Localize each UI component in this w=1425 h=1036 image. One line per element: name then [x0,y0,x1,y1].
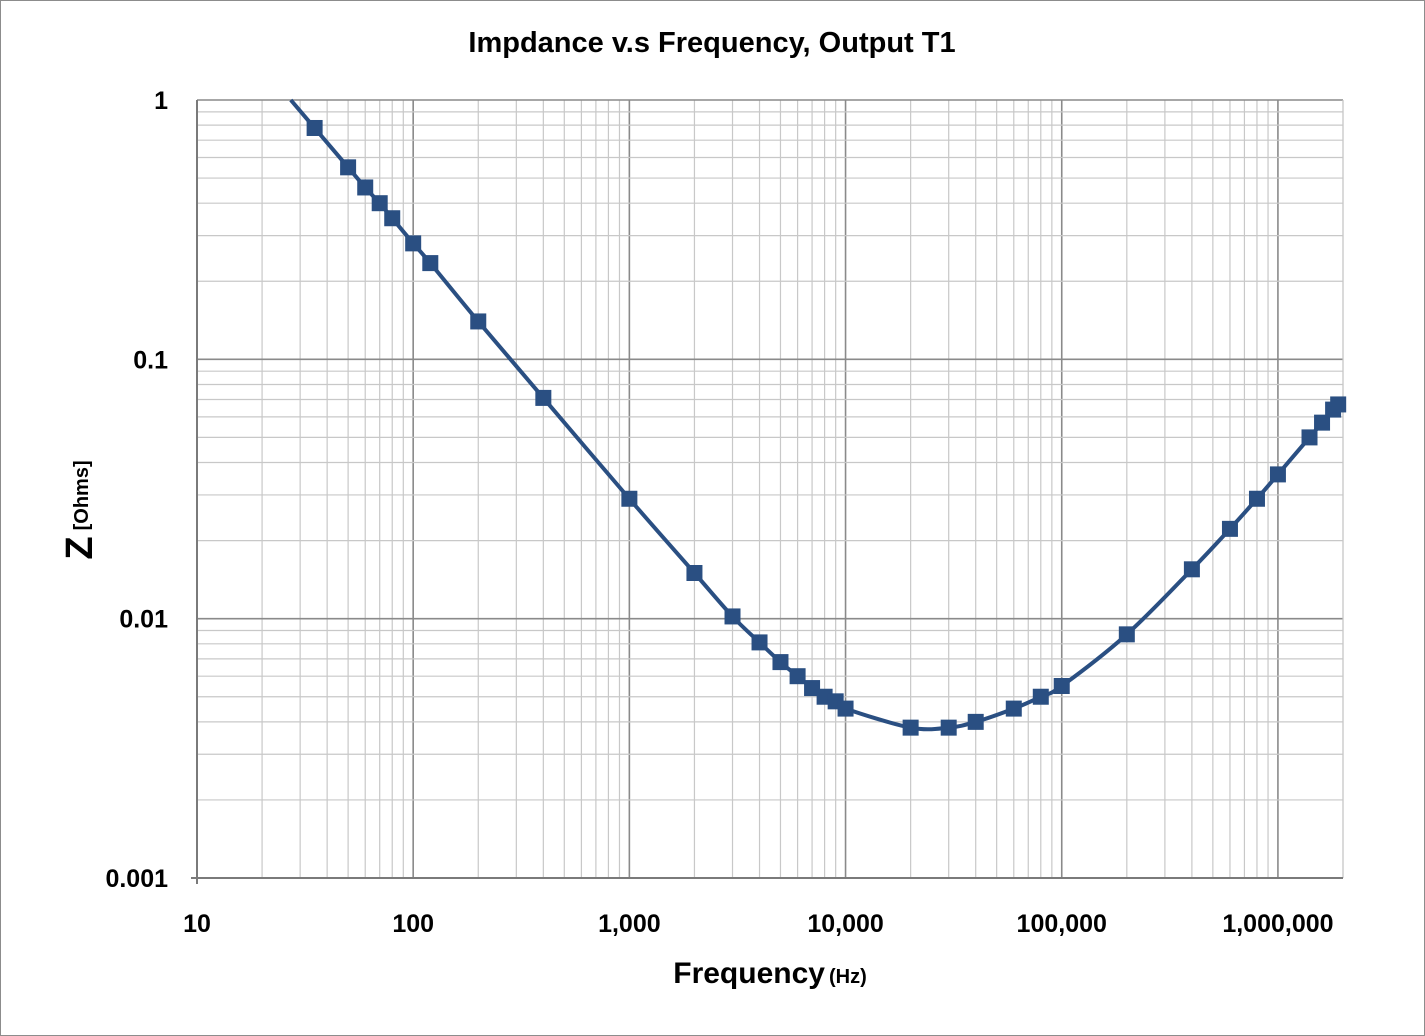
y-tick-label: 0.01 [119,606,168,634]
data-point-marker [470,313,487,330]
data-point-marker [837,700,854,717]
data-point-marker [1183,561,1200,578]
data-point-marker [1301,429,1318,446]
data-point-marker [422,255,439,272]
data-point-marker [621,490,638,507]
grid [191,99,1344,884]
x-tick-label: 1,000 [598,910,661,938]
y-axis-label-group: Z [Ohms] [59,460,101,559]
y-tick-label: 0.1 [133,346,168,374]
data-point-marker [1053,677,1070,694]
data-point-marker [772,654,789,671]
data-point-marker [902,719,919,736]
data-point-marker [1032,688,1049,705]
data-point-marker [535,389,552,406]
data-point-marker [1330,396,1347,413]
y-axis-unit: [Ohms] [71,460,93,530]
x-tick-label: 100,000 [1017,910,1107,938]
data-point-marker [751,634,768,651]
data-point-marker [384,210,401,227]
x-axis-label: Frequency (Hz) [673,957,866,990]
y-tick-label: 0.001 [105,865,168,893]
data-point-marker [340,159,357,176]
x-tick-labels: 10 100 1,000 10,000 100,000 1,000,000 [183,910,1333,938]
x-tick-label: 10 [183,910,211,938]
y-axis-label: Z [Ohms] [59,460,101,559]
data-point-marker [940,719,957,736]
data-point-marker [405,235,422,252]
x-tick-label: 10,000 [807,910,883,938]
y-axis-label-text: Z [59,536,101,559]
y-tick-labels: 0.001 0.01 0.1 1 [105,87,168,893]
data-point-marker [789,668,806,685]
x-tick-label: 100 [392,910,434,938]
impedance-curve [289,98,1340,732]
data-point-marker [967,713,984,730]
x-tick-label: 1,000,000 [1222,910,1333,938]
data-point-marker [1314,414,1331,431]
x-axis-unit: (Hz) [829,966,867,988]
x-axis-label-text: Frequency [673,957,825,990]
series-line [289,98,1347,736]
data-point-marker [357,179,374,196]
data-point-marker [1269,466,1286,483]
data-point-marker [804,680,821,697]
data-point-marker [724,608,741,625]
chart-title: Impdance v.s Frequency, Output T1 [468,27,955,59]
data-point-marker [686,565,703,582]
data-point-marker [1248,490,1265,507]
y-tick-label: 1 [154,87,168,115]
data-point-marker [1221,520,1238,537]
data-point-marker [1005,700,1022,717]
data-point-marker [1118,626,1135,643]
data-point-marker [306,119,323,136]
data-point-marker [371,195,388,212]
